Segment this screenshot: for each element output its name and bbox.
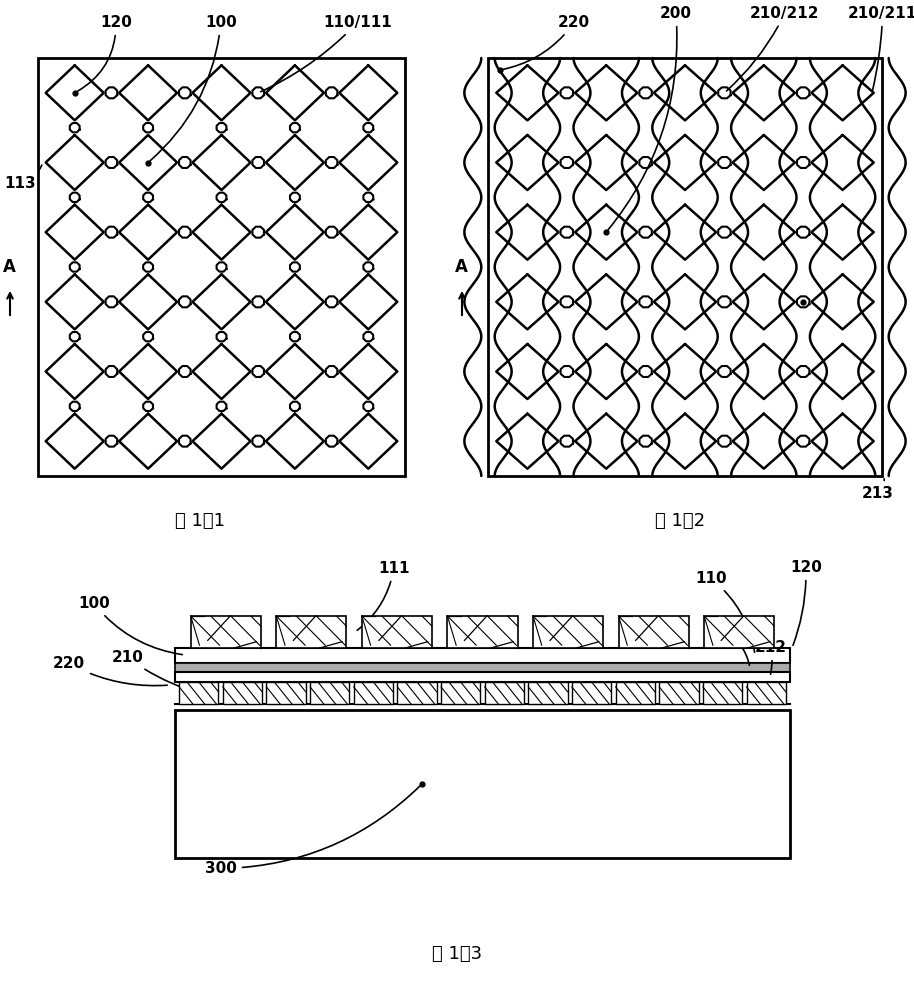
Text: 120: 120 bbox=[790, 560, 822, 645]
Text: 100: 100 bbox=[78, 596, 182, 655]
Text: 110: 110 bbox=[695, 571, 755, 652]
Text: 111: 111 bbox=[357, 561, 409, 630]
Text: 100: 100 bbox=[150, 15, 237, 161]
Text: 113: 113 bbox=[4, 165, 42, 191]
Text: 图 1－2: 图 1－2 bbox=[655, 512, 705, 530]
Bar bbox=[175, 648, 790, 663]
Polygon shape bbox=[704, 616, 774, 648]
Bar bbox=[488, 58, 882, 476]
Text: 213: 213 bbox=[862, 479, 894, 501]
Polygon shape bbox=[659, 682, 698, 704]
Bar bbox=[175, 672, 790, 682]
Polygon shape bbox=[354, 682, 393, 704]
Bar bbox=[38, 58, 405, 476]
Polygon shape bbox=[276, 616, 346, 648]
Text: 220: 220 bbox=[53, 656, 167, 686]
Polygon shape bbox=[441, 682, 481, 704]
Text: 110/111: 110/111 bbox=[260, 15, 392, 92]
Polygon shape bbox=[533, 616, 603, 648]
Text: 300: 300 bbox=[205, 786, 420, 876]
Polygon shape bbox=[484, 682, 524, 704]
Text: 211: 211 bbox=[712, 625, 749, 665]
Text: 210: 210 bbox=[112, 650, 197, 692]
Bar bbox=[175, 663, 790, 672]
Text: 210/211: 210/211 bbox=[848, 6, 914, 90]
Text: 200: 200 bbox=[608, 6, 692, 230]
Text: 210/212: 210/212 bbox=[727, 6, 820, 91]
Polygon shape bbox=[179, 682, 218, 704]
Polygon shape bbox=[616, 682, 655, 704]
Bar bbox=[175, 710, 790, 858]
Polygon shape bbox=[747, 682, 786, 704]
Polygon shape bbox=[448, 616, 517, 648]
Polygon shape bbox=[267, 682, 306, 704]
Polygon shape bbox=[528, 682, 568, 704]
Polygon shape bbox=[191, 616, 260, 648]
Polygon shape bbox=[619, 616, 689, 648]
Polygon shape bbox=[572, 682, 611, 704]
Polygon shape bbox=[703, 682, 742, 704]
Polygon shape bbox=[362, 616, 432, 648]
Text: 120: 120 bbox=[77, 15, 132, 91]
Polygon shape bbox=[223, 682, 262, 704]
Text: A: A bbox=[3, 258, 16, 276]
Text: 212: 212 bbox=[755, 640, 787, 674]
Text: A: A bbox=[455, 258, 468, 276]
Text: 220: 220 bbox=[503, 15, 590, 69]
Polygon shape bbox=[310, 682, 349, 704]
Text: 图 1－3: 图 1－3 bbox=[432, 945, 482, 963]
Text: 图 1－1: 图 1－1 bbox=[175, 512, 225, 530]
Polygon shape bbox=[398, 682, 437, 704]
